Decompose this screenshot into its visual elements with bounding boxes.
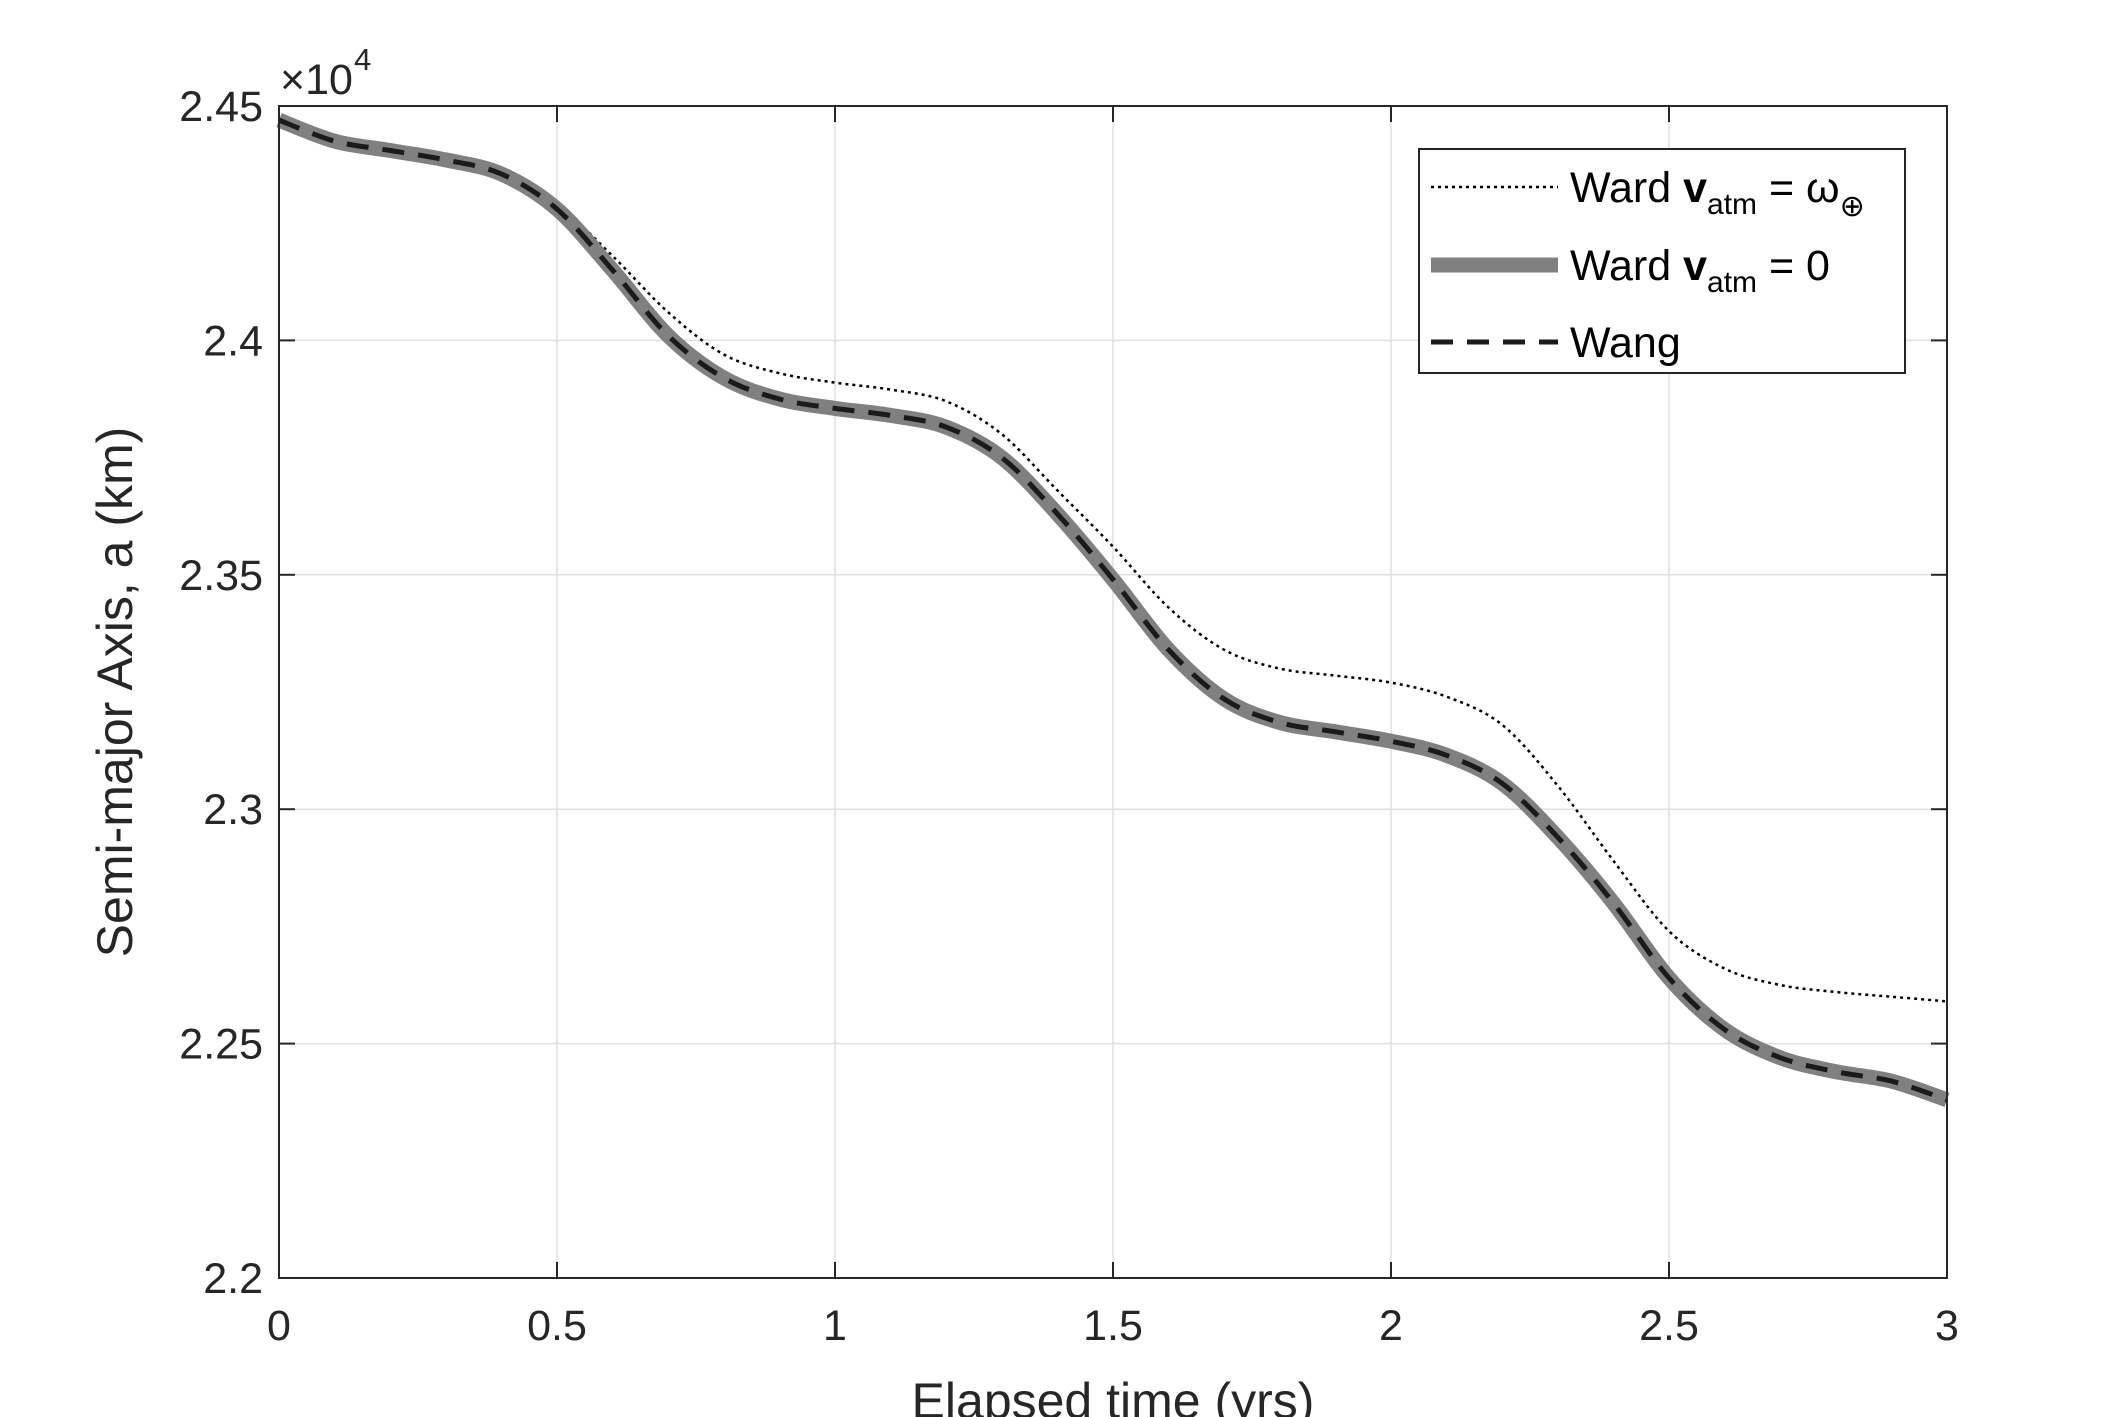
x-tick-label: 3 [1935, 1302, 1959, 1350]
legend-label-0: Ward vatm = ω⊕ [1570, 164, 1865, 223]
x-tick-label: 2 [1379, 1302, 1403, 1350]
y-exponent-power: 4 [354, 42, 371, 77]
ticks [278, 105, 1948, 1279]
y-exponent-multiplier: ×10 [280, 56, 353, 104]
legend-label-1: Ward vatm = 0 [1570, 242, 1830, 299]
x-axis-label: Elapsed time (yrs) [912, 1373, 1315, 1417]
y-tick-label: 2.35 [179, 552, 263, 600]
legend: Ward vatm = ω⊕ Ward vatm = 0 Wang [1418, 148, 1906, 374]
x-tick-label: 0 [267, 1302, 291, 1350]
x-tick-label: 1.5 [1083, 1302, 1143, 1350]
x-tick-label: 2.5 [1639, 1302, 1699, 1350]
series-lines [276, 113, 1950, 1107]
x-tick-label: 0.5 [527, 1302, 587, 1350]
legend-label-2: Wang [1570, 319, 1681, 367]
y-tick-label: 2.3 [203, 786, 263, 834]
series-line-0 [278, 118, 1948, 1003]
y-axis-label: Semi-major Axis, a (km) [87, 427, 143, 958]
y-tick-label: 2.25 [179, 1021, 263, 1069]
y-tick-label: 2.4 [203, 317, 263, 365]
series-line-2 [278, 117, 1948, 1103]
y-tick-label: 2.45 [179, 83, 263, 131]
y-tick-label: 2.2 [203, 1255, 263, 1303]
x-tick-label: 1 [823, 1302, 847, 1350]
tick-labels: 0 0.5 1 1.5 2 2.5 3 2.2 2.25 2.3 2.35 2.4 2.45 [179, 83, 1959, 1350]
